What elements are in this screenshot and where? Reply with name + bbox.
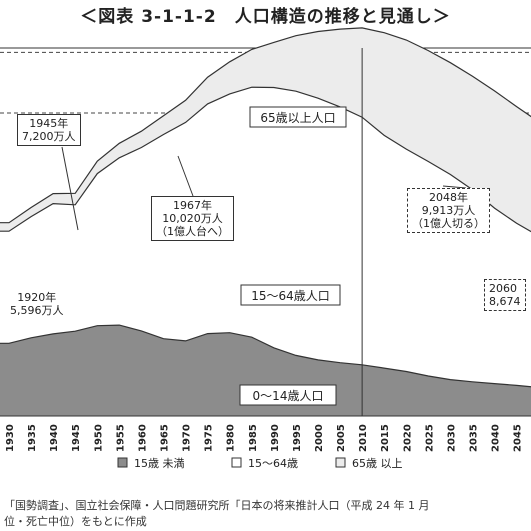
- annotation-leader-1945: [61, 146, 79, 231]
- x-tick-label: 2005: [336, 424, 347, 452]
- x-tick-label: 1945: [71, 424, 82, 452]
- x-tick-label: 2000: [314, 424, 325, 452]
- area-label-box: [240, 284, 341, 306]
- x-tick-label: 2030: [446, 424, 457, 452]
- x-tick-label: 1950: [93, 424, 104, 452]
- area-label: 0～14歳人口: [253, 389, 324, 403]
- x-tick-label: 1960: [137, 424, 148, 452]
- annotation-2048: 2048年 9,913万人 （1億人切る）: [407, 188, 490, 233]
- area-65-plus: [0, 27, 531, 232]
- boundary-line-under-15: [0, 324, 531, 388]
- annotation-leader-1967: [177, 155, 194, 197]
- x-tick-label: 1995: [292, 424, 303, 452]
- annotation-2060: 2060 8,674: [484, 279, 526, 311]
- legend-label: 15～64歳: [248, 457, 298, 470]
- legend-swatch: [117, 457, 128, 468]
- total-population-line: [0, 27, 531, 224]
- x-tick-label: 1965: [159, 424, 170, 452]
- source-note-line1: 「国勢調査」、国立社会保障・人口問題研究所「日本の将来推計人口（平成 24 年 …: [4, 499, 430, 512]
- x-tick-label: 1930: [5, 424, 16, 452]
- x-tick-label: 1980: [226, 424, 237, 452]
- annotation-1920: 1920年 5,596万人: [10, 291, 64, 317]
- area-under-15: [0, 325, 531, 416]
- x-tick-label: 2010: [358, 424, 369, 452]
- x-tick-label: 2015: [380, 424, 391, 452]
- chart-title: ＜図表 3-1-1-2 人口構造の推移と見通し＞: [80, 7, 451, 27]
- source-note-line2: 位・死亡中位）をもとに作成: [4, 515, 147, 528]
- legend-label: 65歳 以上: [352, 457, 403, 470]
- area-label-box: [249, 106, 347, 128]
- x-tick-label: 1985: [248, 424, 259, 452]
- legend-label: 15歳 未満: [134, 457, 185, 470]
- x-tick-label: 2025: [424, 424, 435, 452]
- x-tick-label: 1990: [270, 424, 281, 452]
- x-tick-label: 2035: [468, 424, 479, 452]
- area-label: 65歳以上人口: [260, 111, 335, 125]
- x-tick-label: 1970: [182, 424, 193, 452]
- x-tick-label: 2020: [402, 424, 413, 452]
- area-label: 15～64歳人口: [251, 289, 330, 303]
- x-tick-label: 1975: [204, 424, 215, 452]
- annotation-1967: 1967年 10,020万人 （1億人台へ）: [151, 196, 234, 241]
- annotation-leader-2048: [442, 185, 467, 189]
- x-tick-label: 2045: [513, 424, 524, 452]
- x-tick-label: 1935: [27, 424, 38, 452]
- x-tick-label: 1955: [115, 424, 126, 452]
- legend-swatch: [335, 457, 346, 468]
- x-tick-label: 1940: [49, 424, 60, 452]
- x-tick-label: 2040: [491, 424, 502, 452]
- area-label-box: [239, 384, 337, 406]
- annotation-1945: 1945年 7,200万人: [17, 114, 81, 146]
- legend-swatch: [231, 457, 242, 468]
- boundary-line-15-64: [0, 86, 531, 233]
- area-15-64: [0, 87, 531, 387]
